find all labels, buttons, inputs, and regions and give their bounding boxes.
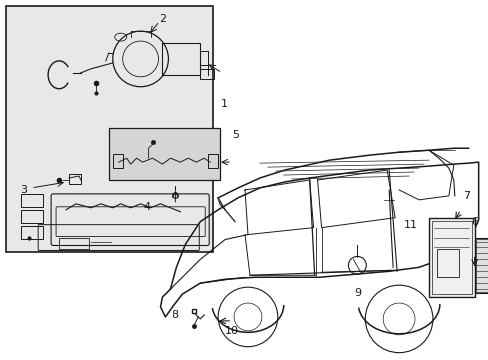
Text: 8: 8: [170, 310, 178, 320]
Bar: [21, 194, 43, 207]
Bar: [200, 69, 214, 79]
Text: 1: 1: [220, 99, 227, 109]
Text: 6: 6: [470, 217, 477, 227]
Text: 10: 10: [224, 326, 239, 336]
Text: 9: 9: [353, 288, 360, 298]
Bar: [59, 238, 89, 249]
Text: 5: 5: [232, 130, 239, 140]
Bar: [162, 43, 200, 75]
Bar: [21, 226, 43, 239]
Text: 7: 7: [462, 191, 469, 201]
Text: 3: 3: [20, 185, 27, 195]
Text: 4: 4: [142, 202, 150, 212]
Text: 2: 2: [159, 14, 166, 24]
Bar: [431, 221, 471, 294]
Bar: [108, 129, 220, 180]
Bar: [436, 249, 458, 277]
Bar: [69, 174, 81, 184]
Bar: [21, 210, 43, 223]
Bar: [428, 218, 474, 297]
Bar: [208, 154, 218, 168]
Bar: [6, 6, 213, 252]
Bar: [475, 239, 488, 292]
Text: 11: 11: [403, 220, 417, 230]
Bar: [474, 238, 488, 293]
Bar: [113, 154, 122, 168]
